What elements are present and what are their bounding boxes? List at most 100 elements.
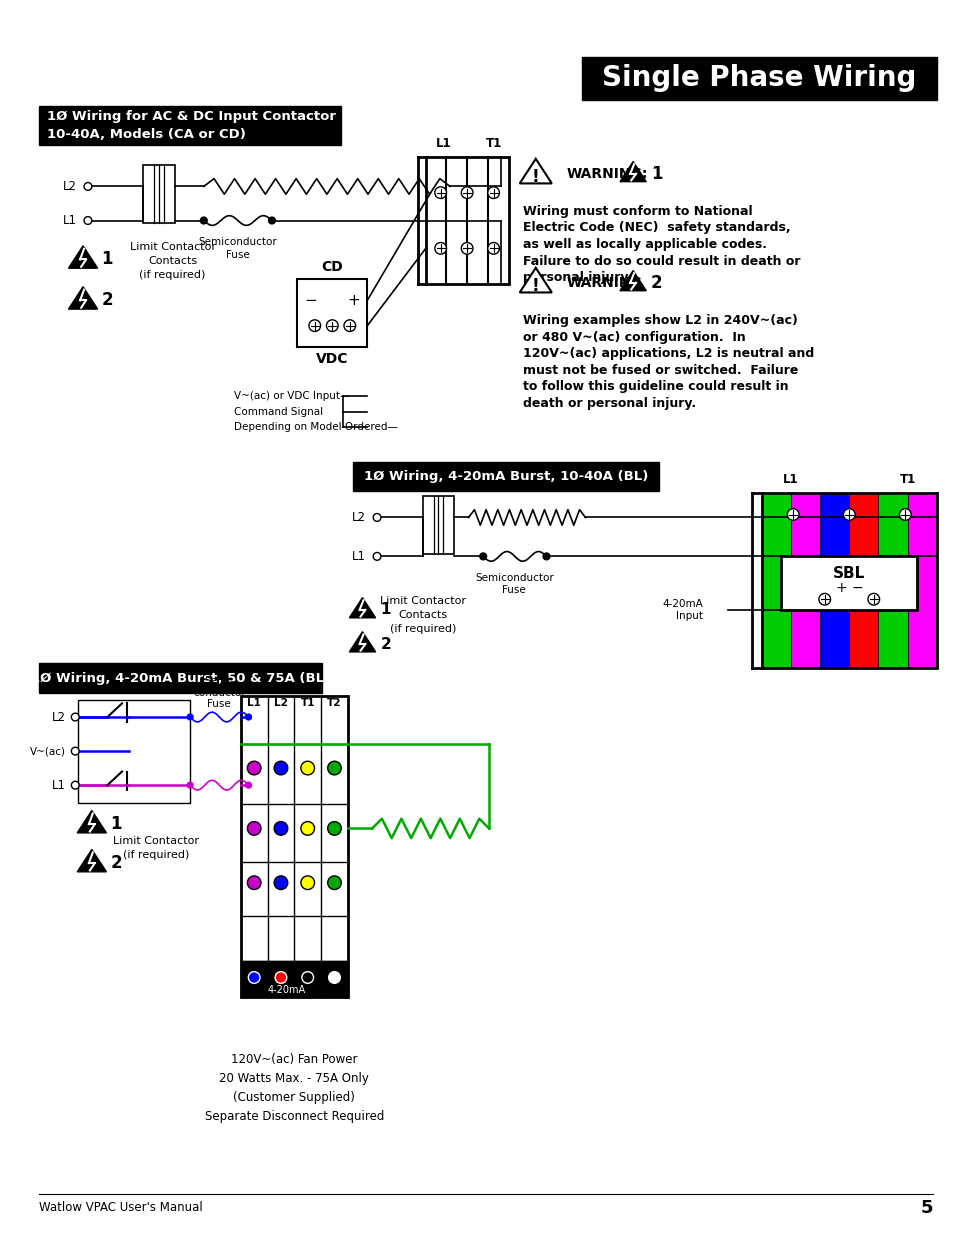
Circle shape [867,593,879,605]
Text: L1: L1 [247,699,261,709]
Circle shape [327,876,341,889]
Circle shape [328,972,340,983]
Text: Limit Contactor
(if required): Limit Contactor (if required) [113,836,199,861]
Text: must not be fused or switched.  Failure: must not be fused or switched. Failure [522,363,798,377]
Circle shape [301,972,314,983]
Text: L1: L1 [51,779,66,792]
Text: 1: 1 [102,251,113,268]
Circle shape [247,876,261,889]
Circle shape [373,552,380,561]
Text: 4-20mA: 4-20mA [267,986,305,995]
Polygon shape [77,850,107,872]
Text: V~(ac) or VDC Input—: V~(ac) or VDC Input— [233,390,350,400]
Circle shape [344,320,355,331]
Polygon shape [69,246,97,268]
Text: SBL: SBL [832,567,864,582]
Text: Semi-
conductor
Fuse: Semi- conductor Fuse [193,676,246,709]
Bar [353,462,659,492]
Text: Wiring examples show L2 in 240V~(ac): Wiring examples show L2 in 240V~(ac) [522,314,797,327]
Bar [240,961,348,998]
Text: V~(ac): V~(ac) [30,746,66,756]
Circle shape [84,216,91,225]
Text: 5: 5 [920,1199,932,1216]
Circle shape [487,186,499,199]
Circle shape [84,183,91,190]
Circle shape [326,320,337,331]
Text: Fuse: Fuse [226,249,250,259]
Circle shape [300,876,314,889]
Bar [760,493,790,668]
Circle shape [245,782,252,788]
Text: L2: L2 [352,511,366,524]
Polygon shape [349,632,375,652]
Bar [297,279,367,347]
Polygon shape [519,268,551,293]
Bar [240,695,348,998]
Text: Fuse: Fuse [502,585,526,595]
Circle shape [309,320,320,331]
Text: 2: 2 [111,855,122,872]
Text: 2: 2 [650,274,661,291]
Polygon shape [69,287,97,309]
Circle shape [247,761,261,774]
Bar [820,493,848,668]
Circle shape [327,821,341,835]
Circle shape [247,821,261,835]
Text: Semiconductor: Semiconductor [475,573,553,583]
Circle shape [187,714,193,720]
Circle shape [786,509,799,520]
Text: T1: T1 [300,699,314,709]
Circle shape [245,714,252,720]
Text: Electric Code (NEC)  safety standards,: Electric Code (NEC) safety standards, [522,221,790,235]
Bar [39,106,341,144]
Bar [848,493,878,668]
Text: 2: 2 [101,291,113,309]
Text: WARNING: WARNING [566,275,642,290]
Polygon shape [349,598,375,618]
Bar [78,699,190,803]
Polygon shape [77,810,107,832]
Text: Command Signal: Command Signal [233,408,323,417]
Text: to follow this guideline could result in: to follow this guideline could result in [522,380,788,393]
Circle shape [300,821,314,835]
Bar [425,157,508,284]
Text: L1: L1 [352,550,366,563]
Bar [760,493,936,668]
Bar [878,493,906,668]
Text: L2: L2 [63,180,77,193]
Circle shape [461,186,473,199]
Circle shape [300,761,314,774]
Circle shape [200,217,207,224]
Text: 120V~(ac) applications, L2 is neutral and: 120V~(ac) applications, L2 is neutral an… [522,347,814,361]
Text: as well as locally applicable codes.: as well as locally applicable codes. [522,238,766,251]
Text: Failure to do so could result in death or: Failure to do so could result in death o… [522,254,800,268]
Text: 2: 2 [380,636,391,652]
Bar [143,165,174,224]
Text: Semiconductor: Semiconductor [198,237,277,247]
Bar [906,493,936,668]
Circle shape [818,593,830,605]
Text: L2: L2 [51,710,66,724]
Polygon shape [519,159,551,184]
Text: T1: T1 [899,473,915,487]
Circle shape [542,553,549,559]
Text: Depending on Model Ordered—: Depending on Model Ordered— [233,422,397,432]
Text: personal injury.: personal injury. [522,272,632,284]
Circle shape [187,782,193,788]
Text: 1: 1 [111,815,122,834]
Text: Single Phase Wiring: Single Phase Wiring [601,64,916,93]
Text: 1Ø Wiring, 4-20mA Burst, 50 & 75A (BL): 1Ø Wiring, 4-20mA Burst, 50 & 75A (BL) [30,672,330,684]
Circle shape [274,821,288,835]
Text: 4-20mA
Input: 4-20mA Input [661,599,702,621]
Text: CD: CD [321,261,343,274]
Circle shape [274,761,288,774]
Circle shape [842,509,854,520]
Circle shape [71,747,79,755]
Circle shape [268,217,275,224]
Text: VDC: VDC [315,352,348,366]
Text: or 480 V~(ac) configuration.  In: or 480 V~(ac) configuration. In [522,331,745,343]
Text: death or personal injury.: death or personal injury. [522,396,696,410]
Text: Wiring must conform to National: Wiring must conform to National [522,205,752,217]
Circle shape [274,876,288,889]
Text: L1: L1 [435,137,451,151]
